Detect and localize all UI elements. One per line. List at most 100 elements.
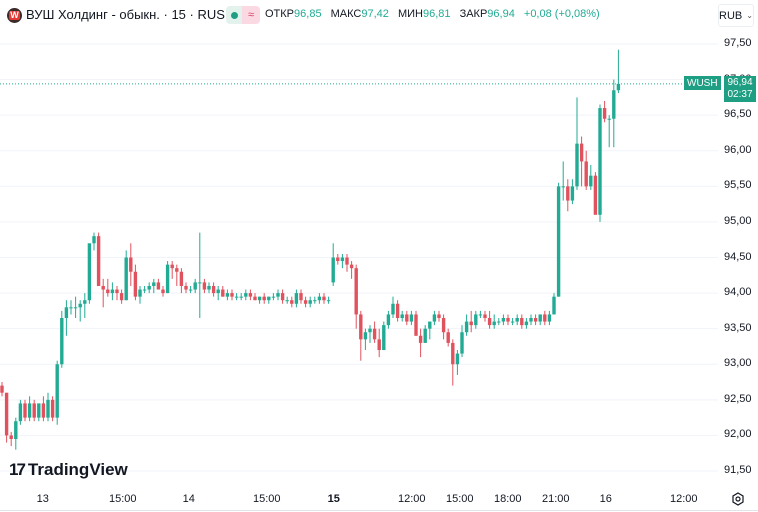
gear-icon[interactable] — [731, 492, 745, 506]
candle[interactable] — [566, 179, 570, 212]
candle[interactable] — [165, 261, 170, 294]
candle[interactable] — [584, 150, 588, 190]
candle[interactable] — [211, 282, 216, 297]
candle[interactable] — [368, 325, 372, 343]
candle[interactable] — [73, 296, 78, 319]
candle[interactable] — [607, 115, 611, 148]
candle[interactable] — [529, 314, 533, 326]
candle[interactable] — [432, 310, 437, 326]
candle[interactable] — [290, 296, 294, 308]
candle[interactable] — [138, 285, 142, 304]
candle[interactable] — [510, 318, 515, 326]
candle[interactable] — [372, 321, 377, 343]
candle[interactable] — [418, 328, 423, 358]
candle[interactable] — [60, 310, 64, 368]
candle[interactable] — [533, 314, 538, 326]
candle[interactable] — [460, 325, 464, 358]
candle[interactable] — [349, 261, 354, 279]
candle[interactable] — [336, 253, 340, 265]
candle[interactable] — [386, 310, 391, 329]
candle[interactable] — [142, 285, 147, 294]
candle[interactable] — [87, 243, 92, 304]
candle[interactable] — [520, 314, 524, 329]
candle[interactable] — [184, 282, 188, 294]
candle[interactable] — [202, 278, 207, 294]
candle[interactable] — [198, 232, 202, 319]
candle[interactable] — [170, 261, 174, 279]
candle[interactable] — [244, 289, 248, 301]
candle[interactable] — [506, 314, 510, 326]
candle[interactable] — [538, 314, 542, 326]
candle[interactable] — [161, 285, 165, 297]
candle[interactable] — [524, 318, 529, 329]
candle[interactable] — [64, 300, 69, 336]
candle[interactable] — [27, 396, 32, 422]
candle[interactable] — [101, 278, 105, 308]
candle[interactable] — [400, 310, 404, 322]
candle[interactable] — [106, 278, 110, 297]
candle[interactable] — [359, 310, 363, 361]
candle[interactable] — [598, 104, 602, 222]
candle[interactable] — [556, 182, 561, 297]
candle[interactable] — [41, 396, 46, 422]
candle[interactable] — [32, 399, 36, 422]
candle[interactable] — [543, 310, 547, 326]
candle[interactable] — [294, 289, 299, 308]
candle[interactable] — [446, 328, 450, 347]
candle[interactable] — [616, 49, 621, 94]
symbol-title[interactable]: ВУШ Холдинг - обыкн. · 15 · RUS — [26, 7, 225, 22]
candle[interactable] — [308, 296, 312, 308]
candle[interactable] — [492, 314, 496, 329]
currency-selector[interactable]: RUB ⌄ — [718, 4, 754, 27]
candle[interactable] — [225, 289, 230, 301]
candle[interactable] — [119, 289, 124, 304]
candle[interactable] — [147, 282, 151, 294]
candle[interactable] — [110, 282, 115, 301]
candle[interactable] — [478, 310, 483, 319]
candle[interactable] — [612, 79, 616, 148]
candle[interactable] — [78, 300, 82, 322]
candle[interactable] — [313, 296, 317, 304]
candle[interactable] — [248, 289, 253, 301]
delayed-data-icon[interactable]: ≈ — [242, 6, 260, 24]
candle[interactable] — [69, 300, 73, 315]
candle[interactable] — [345, 253, 349, 272]
candle[interactable] — [377, 328, 381, 358]
candle[interactable] — [409, 310, 414, 326]
candle[interactable] — [216, 285, 220, 301]
candle[interactable] — [303, 296, 308, 308]
candle[interactable] — [464, 314, 469, 336]
candle[interactable] — [363, 328, 368, 351]
candle[interactable] — [271, 293, 276, 301]
candle[interactable] — [423, 325, 427, 343]
candle[interactable] — [92, 232, 96, 251]
candle[interactable] — [469, 310, 473, 333]
candle[interactable] — [9, 431, 13, 447]
candle[interactable] — [179, 268, 184, 294]
candle[interactable] — [322, 293, 326, 304]
candle[interactable] — [451, 339, 455, 386]
candle[interactable] — [96, 232, 101, 286]
candle[interactable] — [207, 282, 211, 294]
candle[interactable] — [414, 310, 418, 336]
candle[interactable] — [561, 161, 565, 201]
candle[interactable] — [221, 285, 225, 297]
candle[interactable] — [175, 264, 179, 286]
candle[interactable] — [602, 100, 607, 123]
candle[interactable] — [230, 289, 234, 301]
candle[interactable] — [515, 314, 519, 326]
candle[interactable] — [0, 382, 4, 397]
candle[interactable] — [441, 314, 446, 340]
candle[interactable] — [455, 350, 460, 375]
candle[interactable] — [14, 417, 18, 450]
candle[interactable] — [50, 396, 55, 422]
candle[interactable] — [115, 285, 119, 301]
candle[interactable] — [483, 310, 487, 322]
candle[interactable] — [474, 310, 478, 329]
candle[interactable] — [547, 310, 552, 326]
candle[interactable] — [395, 300, 400, 322]
candle[interactable] — [4, 392, 9, 443]
candle[interactable] — [501, 314, 506, 326]
candle[interactable] — [391, 296, 395, 319]
